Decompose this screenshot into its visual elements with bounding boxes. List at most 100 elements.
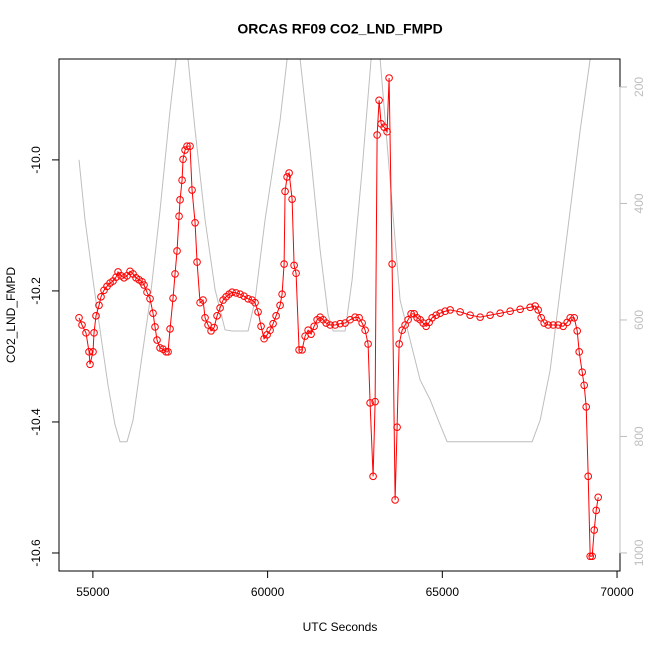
series-line — [78, 77, 599, 557]
data-point — [178, 176, 186, 185]
data-point — [326, 321, 334, 329]
data-point — [254, 308, 262, 316]
data-point — [559, 322, 567, 331]
data-point — [186, 142, 194, 150]
data-point — [584, 472, 593, 481]
y-tick-label: -10.4 — [29, 408, 43, 436]
plot-area — [75, 59, 602, 561]
data-point — [193, 258, 201, 266]
data-point — [82, 329, 90, 337]
y-tick-label: -10.6 — [29, 539, 43, 567]
data-point — [149, 309, 157, 317]
data-point — [86, 360, 94, 369]
data-point — [290, 261, 298, 270]
data-point — [476, 313, 484, 321]
data-point — [534, 306, 542, 314]
data-point — [516, 305, 524, 314]
data-point — [436, 309, 444, 317]
data-point — [173, 247, 181, 255]
data-point — [383, 127, 391, 136]
data-point — [366, 399, 374, 407]
data-point — [112, 273, 120, 281]
data-point — [232, 289, 240, 297]
data-point — [586, 552, 594, 561]
data-point — [298, 346, 306, 354]
data-point — [486, 311, 494, 319]
data-point — [578, 368, 586, 376]
data-point — [216, 304, 224, 312]
data-point — [594, 493, 602, 502]
data-point — [276, 301, 284, 310]
x-tick-label: 70000 — [600, 585, 634, 599]
data-point — [97, 293, 105, 301]
data-point — [540, 319, 548, 327]
data-point — [244, 294, 252, 303]
data-point — [191, 218, 199, 227]
data-point — [588, 552, 596, 561]
data-point — [580, 381, 588, 390]
data-point — [90, 329, 98, 337]
data-point — [575, 348, 583, 356]
data-point — [395, 340, 403, 348]
data-point — [210, 323, 218, 332]
data-point — [375, 96, 383, 105]
data-point — [151, 323, 159, 331]
data-point — [164, 348, 172, 356]
data-point — [153, 336, 161, 344]
data-point — [179, 155, 187, 164]
data-point — [496, 309, 504, 317]
data-point — [285, 169, 293, 177]
data-point — [573, 327, 581, 335]
data-point — [358, 319, 366, 327]
data-point — [266, 326, 274, 335]
data-point — [278, 290, 286, 298]
chart-title: ORCAS RF09 CO2_LND_FMPD — [237, 21, 442, 37]
data-point — [432, 311, 440, 319]
data-point — [307, 330, 315, 338]
data-point — [456, 308, 464, 316]
data-point — [407, 310, 415, 318]
data-point — [582, 403, 591, 411]
data-point — [228, 288, 236, 297]
data-point — [181, 146, 189, 154]
y-tick-label: -10.0 — [29, 146, 43, 174]
y-axis-label: CO2_LND_FMPD — [4, 267, 18, 363]
data-point — [331, 321, 339, 329]
data-point — [391, 496, 399, 504]
data-point — [188, 186, 196, 194]
data-point — [213, 312, 221, 320]
data-point — [140, 281, 148, 289]
data-point — [281, 187, 289, 196]
data-point — [175, 212, 183, 221]
x-tick-label: 60000 — [251, 585, 285, 599]
data-point — [566, 313, 575, 322]
y2-tick-label: 600 — [632, 310, 646, 330]
data-point — [364, 340, 372, 348]
data-point — [549, 321, 557, 329]
data-point — [371, 397, 379, 406]
x-tick-label: 55000 — [76, 585, 110, 599]
data-point — [336, 319, 344, 328]
data-point — [592, 506, 601, 515]
data-point — [288, 195, 296, 204]
data-point — [292, 269, 300, 278]
data-point — [78, 321, 86, 329]
data-point — [385, 74, 393, 82]
data-point — [280, 260, 288, 268]
data-point — [272, 312, 280, 320]
data-point — [269, 319, 277, 328]
data-point — [162, 348, 170, 356]
data-point — [446, 306, 454, 314]
data-point — [369, 472, 377, 481]
data-point — [95, 301, 103, 310]
data-point — [544, 321, 552, 329]
x-axis-label: UTC Seconds — [303, 620, 378, 634]
data-point — [201, 313, 209, 322]
data-point — [89, 348, 97, 356]
data-point — [404, 315, 412, 324]
y2-tick-label: 200 — [632, 77, 646, 97]
data-point — [590, 526, 599, 534]
data-point — [466, 311, 474, 319]
data-point — [351, 313, 359, 321]
